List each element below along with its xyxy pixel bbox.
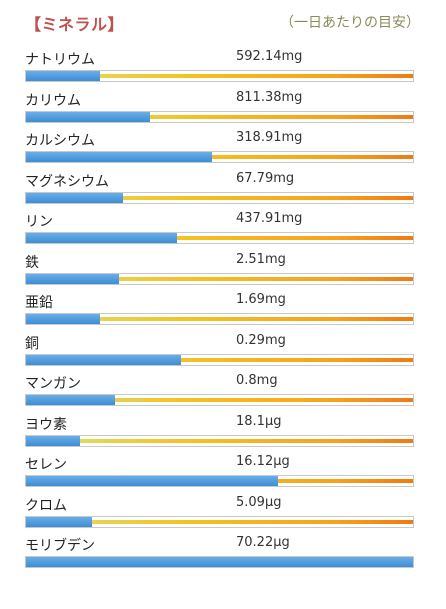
intake-bar: [25, 353, 414, 366]
reference-line: [26, 114, 413, 119]
mineral-amount: 0.8mg: [236, 373, 278, 388]
mineral-amount: 0.29mg: [236, 332, 286, 348]
mineral-amount: 592.14mg: [236, 49, 303, 64]
intake-bar-fill: [26, 233, 177, 243]
mineral-amount: 437.91mg: [236, 211, 303, 226]
intake-bar: [25, 313, 414, 325]
intake-bar-fill: [26, 435, 81, 446]
mineral-name: 鉄: [25, 254, 39, 271]
reference-line: [26, 74, 413, 78]
mineral-row: モリブデン 70.22μg: [25, 531, 414, 572]
mineral-name: カリウム: [25, 92, 81, 109]
mineral-amount: 70.22μg: [236, 535, 290, 550]
intake-bar: [25, 191, 414, 204]
mineral-name: リン: [25, 214, 53, 230]
reference-line: [26, 276, 413, 281]
mineral-row: ナトリウム 592.14mg: [25, 45, 414, 86]
reference-line: [26, 317, 413, 321]
reference-line: [26, 357, 413, 362]
mineral-amount: 318.91mg: [236, 130, 303, 145]
mineral-amount: 16.12μg: [236, 454, 290, 469]
mineral-row: ヨウ素 18.1μg: [25, 410, 414, 451]
intake-bar-fill: [26, 516, 92, 527]
daily-reference-note: （一日あたりの目安）: [280, 15, 420, 31]
intake-bar: [25, 232, 414, 244]
intake-bar-fill: [26, 71, 100, 81]
intake-bar-fill: [26, 152, 212, 162]
mineral-amount: 5.09μg: [236, 494, 282, 510]
intake-bar: [25, 434, 414, 447]
mineral-row: マンガン 0.8mg: [25, 369, 414, 410]
mineral-row: 鉄 2.51mg: [25, 248, 414, 289]
reference-line: [26, 398, 413, 402]
intake-bar: [25, 70, 414, 82]
intake-bar-fill: [26, 395, 115, 405]
section-title: 【ミネラル】: [25, 15, 125, 34]
intake-bar-fill: [26, 557, 413, 567]
mineral-amount: 811.38mg: [236, 89, 303, 105]
mineral-name: クロム: [25, 497, 67, 514]
mineral-name: カルシウム: [25, 133, 95, 149]
minerals-header: 【ミネラル】 （一日あたりの目安）: [0, 0, 446, 42]
mineral-row: 銅 0.29mg: [25, 329, 414, 370]
intake-bar: [25, 556, 414, 568]
mineral-row: マグネシウム 67.79mg: [25, 167, 414, 208]
mineral-name: マグネシウム: [25, 173, 109, 190]
intake-bar-fill: [26, 314, 100, 324]
intake-bar: [25, 151, 414, 163]
intake-bar: [25, 110, 414, 123]
mineral-amount: 2.51mg: [236, 251, 286, 267]
intake-bar: [25, 515, 414, 528]
mineral-name: モリブデン: [25, 538, 95, 554]
mineral-amount: 67.79mg: [236, 170, 295, 186]
reference-line: [26, 195, 413, 200]
intake-bar-fill: [26, 192, 123, 203]
mineral-name: ナトリウム: [25, 52, 95, 68]
mineral-row: カリウム 811.38mg: [25, 86, 414, 127]
mineral-name: マンガン: [25, 376, 81, 392]
intake-bar: [25, 394, 414, 406]
intake-bar-fill: [26, 476, 278, 486]
reference-line: [26, 438, 413, 443]
mineral-name: 亜鉛: [25, 295, 53, 311]
reference-line: [26, 236, 413, 240]
mineral-row: 亜鉛 1.69mg: [25, 288, 414, 329]
mineral-row: クロム 5.09μg: [25, 491, 414, 532]
intake-bar: [25, 272, 414, 285]
intake-bar-fill: [26, 111, 150, 122]
intake-bar-fill: [26, 354, 181, 365]
mineral-list: ナトリウム 592.14mg カリウム 811.38mg カルシウム 318.9…: [25, 45, 414, 572]
mineral-row: セレン 16.12μg: [25, 450, 414, 491]
mineral-name: セレン: [25, 457, 67, 473]
intake-bar: [25, 475, 414, 487]
mineral-row: リン 437.91mg: [25, 207, 414, 248]
mineral-name: ヨウ素: [25, 416, 67, 433]
reference-line: [26, 155, 413, 159]
mineral-amount: 18.1μg: [236, 413, 282, 429]
intake-bar-fill: [26, 273, 119, 284]
mineral-row: カルシウム 318.91mg: [25, 126, 414, 167]
reference-line: [26, 519, 413, 524]
mineral-name: 銅: [25, 335, 39, 352]
mineral-amount: 1.69mg: [236, 292, 286, 307]
